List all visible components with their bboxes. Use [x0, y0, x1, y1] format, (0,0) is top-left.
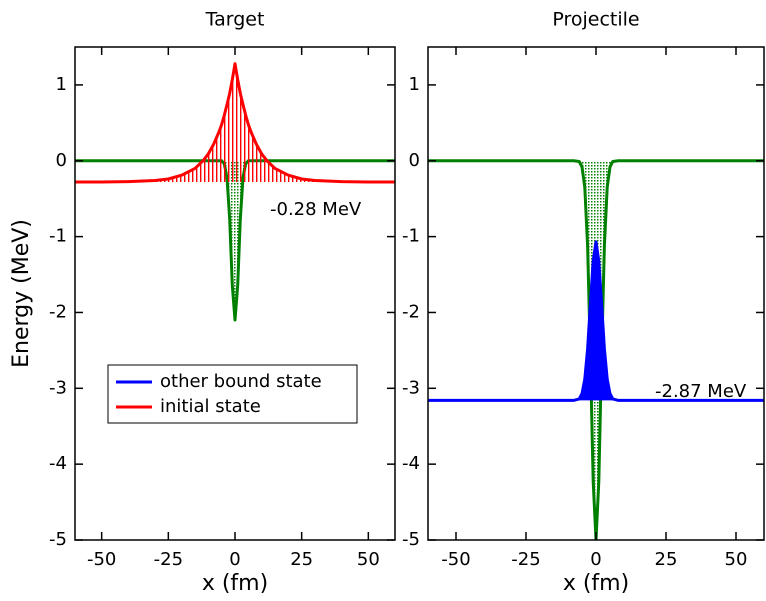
annotation: -2.87 MeV [655, 381, 747, 402]
panel: Target x (fm) Energy (MeV) -5 -4 -3 -2 -1 0 1 -50 -… [9, 9, 396, 596]
legend: other bound state initial state [107, 364, 358, 424]
legend-label: other bound state [160, 371, 322, 392]
x-tick-label: 25 [655, 549, 678, 570]
series-line [428, 159, 764, 540]
series-line [75, 62, 395, 184]
annotation: -0.28 MeV [270, 199, 362, 220]
x-tick-label: 0 [590, 549, 601, 570]
panel-title: Projectile [552, 9, 639, 31]
y-tick-label: -5 [49, 529, 67, 550]
series-line [428, 240, 764, 402]
y-tick-label: 1 [409, 74, 420, 95]
panel: Projectile x (fm) -5 -4 -3 -2 -1 0 1 -50 -25 0 25 50 -… [402, 9, 765, 596]
x-tick-label: -25 [154, 549, 183, 570]
x-tick-label: 25 [290, 549, 313, 570]
area-fill [75, 63, 395, 183]
x-tick-label: -25 [511, 549, 540, 570]
legend-box [107, 364, 358, 424]
area-fill [75, 160, 395, 320]
x-tick-label: -50 [87, 549, 116, 570]
x-tick-label: 0 [229, 549, 240, 570]
plot-area [428, 159, 764, 540]
y-tick-label: -5 [402, 529, 420, 550]
y-axis-label: Energy (MeV) [9, 219, 34, 368]
y-tick-label: 0 [409, 150, 420, 171]
x-tick-label: 50 [725, 549, 748, 570]
y-tick-label: -2 [49, 301, 67, 322]
x-axis-label: x (fm) [202, 571, 268, 596]
y-tick-label: -1 [49, 226, 67, 247]
x-tick-label: 50 [357, 549, 380, 570]
panel-title: Target [205, 9, 265, 31]
x-tick-label: -50 [441, 549, 470, 570]
y-tick-label: -1 [402, 226, 420, 247]
y-tick-label: 0 [56, 150, 67, 171]
y-tick-label: -4 [49, 453, 67, 474]
plot-area [75, 62, 395, 322]
y-tick-label: -2 [402, 301, 420, 322]
y-tick-label: -3 [402, 377, 420, 398]
y-tick-label: -4 [402, 453, 420, 474]
y-tick-label: 1 [56, 74, 67, 95]
x-axis-label: x (fm) [563, 571, 629, 596]
legend-label: initial state [160, 396, 261, 417]
y-tick-label: -3 [49, 377, 67, 398]
area-fill [428, 241, 764, 401]
series-line [75, 159, 395, 322]
